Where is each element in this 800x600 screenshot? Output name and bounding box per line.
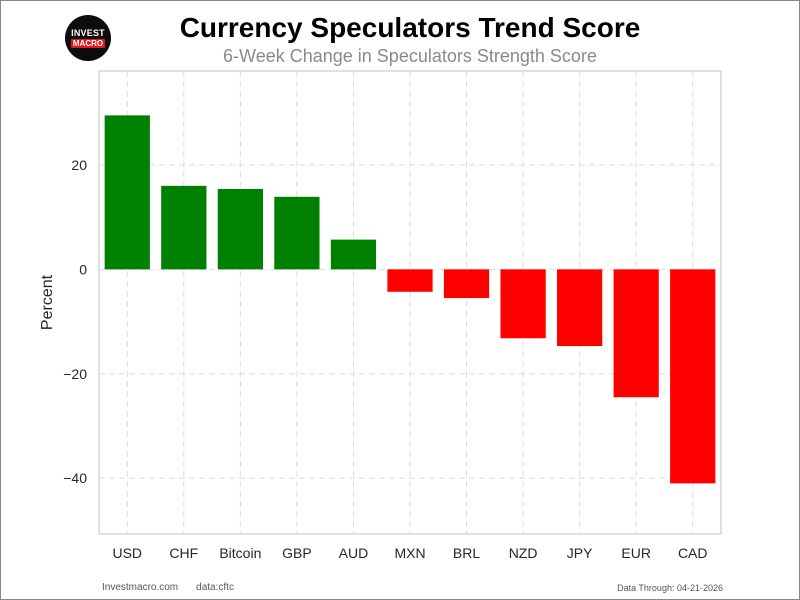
x-tick-label: NZD	[509, 545, 538, 561]
x-tick-label: BRL	[453, 545, 480, 561]
y-tick-label: 20	[71, 157, 87, 173]
x-tick-label: EUR	[621, 545, 651, 561]
bar-bitcoin	[217, 188, 263, 270]
bar-gbp	[274, 196, 320, 270]
x-tick-label: CHF	[169, 545, 198, 561]
y-tick-label: −40	[63, 470, 87, 486]
logo-text-bottom: MACRO	[70, 39, 106, 48]
x-tick-label: AUD	[339, 545, 369, 561]
bar-mxn	[387, 269, 433, 292]
bar-aud	[330, 239, 377, 270]
logo-text-top: INVEST	[71, 28, 105, 38]
bar-usd	[104, 115, 150, 270]
footer-site: Investmacro.com	[102, 582, 179, 593]
footer-data-through: Data Through: 04-21-2026	[617, 583, 723, 593]
bar-brl	[443, 269, 490, 299]
bar-nzd	[500, 269, 546, 339]
bar-eur	[613, 269, 659, 398]
investmacro-logo: INVEST MACRO	[65, 15, 111, 61]
x-tick-label: CAD	[678, 545, 708, 561]
x-tick-label: GBP	[282, 545, 312, 561]
y-axis-label: Percent	[39, 274, 56, 330]
x-tick-label: Bitcoin	[219, 545, 261, 561]
chart-subtitle: 6-Week Change in Speculators Strength Sc…	[223, 46, 597, 66]
footer-left: Investmacro.com data:cftc	[102, 582, 234, 593]
y-tick-label: 0	[79, 261, 87, 277]
x-tick-label: JPY	[567, 545, 593, 561]
x-tick-label: USD	[112, 545, 142, 561]
bar-jpy	[557, 269, 603, 347]
bar-cad	[670, 269, 716, 484]
x-tick-label: MXN	[394, 545, 425, 561]
chart-title: Currency Speculators Trend Score	[179, 12, 641, 43]
y-tick-label: −20	[63, 366, 87, 382]
footer-source: data:cftc	[196, 582, 234, 593]
bar-chf	[161, 185, 207, 270]
